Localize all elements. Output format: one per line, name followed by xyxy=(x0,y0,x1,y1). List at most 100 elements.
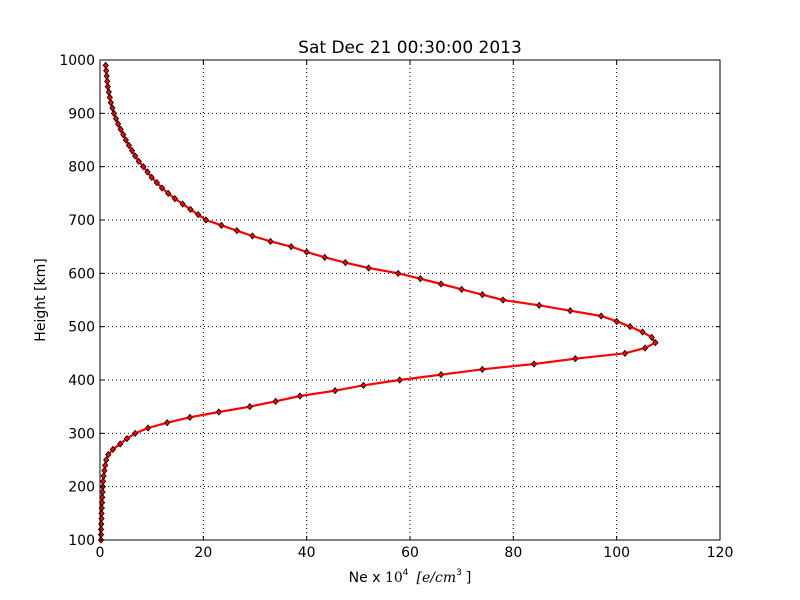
data-point xyxy=(639,328,646,336)
data-point xyxy=(105,451,112,459)
data-point xyxy=(187,205,194,213)
x-label-base: 10 xyxy=(385,570,403,586)
data-point xyxy=(621,349,629,357)
data-point xyxy=(125,141,133,149)
data-point xyxy=(103,72,110,80)
data-point xyxy=(360,381,367,389)
data-point xyxy=(331,387,339,395)
x-axis-label: Ne x 104 [e/cm3] xyxy=(349,568,472,586)
plot-series xyxy=(97,61,659,544)
data-point xyxy=(303,248,310,256)
data-point xyxy=(233,227,241,235)
data-point xyxy=(218,221,225,229)
data-point xyxy=(122,136,129,144)
data-point xyxy=(641,344,649,352)
data-point xyxy=(171,195,179,203)
data-point xyxy=(394,269,402,277)
data-point xyxy=(321,253,328,261)
data-point xyxy=(267,237,274,245)
data-point xyxy=(112,115,120,123)
data-point xyxy=(99,493,106,501)
data-point xyxy=(567,307,574,315)
x-tick-label: 0 xyxy=(96,545,105,561)
data-point xyxy=(144,424,152,432)
data-point xyxy=(164,419,171,427)
data-point xyxy=(158,184,166,192)
y-tick-label: 200 xyxy=(68,480,95,496)
data-point xyxy=(202,216,210,224)
data-point xyxy=(153,179,160,187)
data-point xyxy=(135,157,142,165)
data-point xyxy=(572,355,579,363)
data-point xyxy=(140,163,147,171)
data-point xyxy=(342,259,349,267)
data-point xyxy=(114,120,122,128)
x-tick-label: 120 xyxy=(707,545,734,561)
data-point xyxy=(110,109,118,117)
data-point xyxy=(296,392,304,400)
x-tick-label: 100 xyxy=(603,545,630,561)
x-tick-label: 80 xyxy=(504,545,522,561)
data-point xyxy=(186,413,194,421)
data-point xyxy=(272,397,279,405)
data-point xyxy=(132,429,139,437)
x-label-prefix: Ne x xyxy=(349,570,385,586)
data-point xyxy=(437,280,445,288)
y-tick-label: 300 xyxy=(68,426,95,442)
data-point xyxy=(103,67,110,75)
data-point xyxy=(100,472,107,480)
data-point xyxy=(101,467,108,475)
ticks: 0 20 40 60 80 100 120 100 200 300 400 500 600 700 800 9… xyxy=(59,53,733,561)
data-point xyxy=(530,360,538,368)
y-axis-label: Height [km] xyxy=(33,258,49,341)
data-point xyxy=(120,131,127,139)
data-point xyxy=(107,99,114,107)
x-label-units: [e/cm xyxy=(417,570,457,586)
data-point xyxy=(144,168,151,176)
data-point xyxy=(104,77,111,85)
data-point xyxy=(99,488,106,496)
data-point xyxy=(99,477,107,485)
y-tick-label: 1000 xyxy=(59,53,95,69)
data-point xyxy=(479,291,486,299)
data-point xyxy=(109,104,116,112)
data-point xyxy=(396,376,403,384)
y-tick-label: 400 xyxy=(68,373,95,389)
data-point xyxy=(132,152,139,160)
data-point xyxy=(117,440,124,448)
data-point xyxy=(479,365,486,373)
data-point xyxy=(105,88,112,96)
y-tick-label: 600 xyxy=(68,266,95,282)
data-point xyxy=(165,189,172,197)
x-label-units-close: ] xyxy=(466,570,471,586)
data-point xyxy=(117,125,124,133)
x-label-units-exp: 3 xyxy=(456,568,462,578)
data-point xyxy=(458,285,465,293)
y-tick-label: 500 xyxy=(68,320,95,336)
data-point xyxy=(195,211,202,219)
data-point xyxy=(288,243,295,251)
x-tick-label: 60 xyxy=(401,545,419,561)
data-point xyxy=(106,93,113,101)
x-tick-label: 20 xyxy=(194,545,212,561)
data-point xyxy=(246,403,253,411)
data-point xyxy=(648,333,655,341)
data-point xyxy=(417,275,424,283)
data-point xyxy=(598,312,605,320)
data-point xyxy=(102,61,109,69)
data-point xyxy=(103,456,110,464)
data-point xyxy=(123,435,130,443)
data-point xyxy=(109,445,117,453)
data-point xyxy=(179,200,186,208)
data-point xyxy=(365,264,372,272)
y-tick-label: 100 xyxy=(68,533,95,549)
data-point xyxy=(536,301,543,309)
y-tick-label: 700 xyxy=(68,213,95,229)
data-point xyxy=(128,147,136,155)
chart-title: Sat Dec 21 00:30:00 2013 xyxy=(298,38,522,58)
data-point xyxy=(215,408,222,416)
data-point xyxy=(148,173,155,181)
y-tick-label: 900 xyxy=(68,106,95,122)
data-point xyxy=(104,83,111,91)
